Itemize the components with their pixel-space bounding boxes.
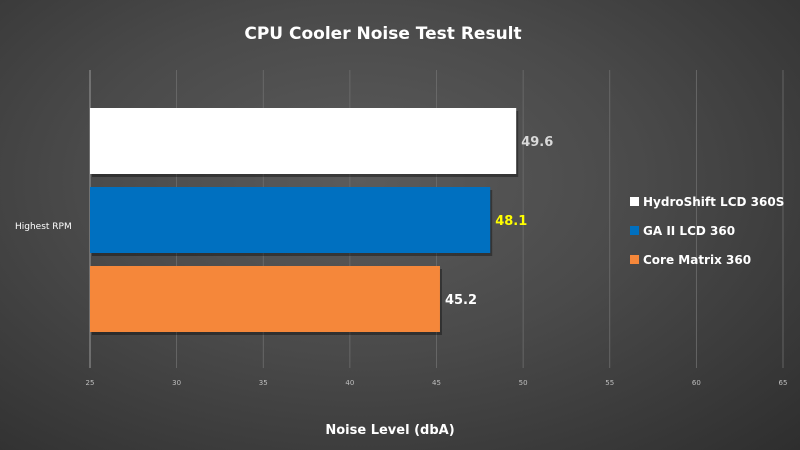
chart-title: CPU Cooler Noise Test Result (244, 24, 521, 44)
x-tick-labels: 25 30 35 40 45 50 55 60 65 (86, 379, 788, 387)
legend-swatch (630, 255, 639, 264)
x-tick-label: 60 (692, 379, 701, 387)
bars (90, 108, 519, 335)
legend: HydroShift LCD 360S GA II LCD 360 Core Mat… (630, 195, 784, 267)
x-tick-label: 50 (519, 379, 528, 387)
legend-swatch (630, 226, 639, 235)
bar (90, 187, 491, 253)
x-tick-label: 40 (345, 379, 354, 387)
x-tick-label: 55 (605, 379, 614, 387)
legend-label: GA II LCD 360 (643, 224, 735, 238)
bar (90, 266, 440, 332)
legend-label: HydroShift LCD 360S (643, 195, 784, 209)
data-label: 49.6 (521, 135, 553, 150)
data-label: 45.2 (445, 293, 477, 308)
data-labels: 49.6 48.1 45.2 (445, 135, 553, 308)
x-tick-label: 30 (172, 379, 181, 387)
legend-swatch (630, 197, 639, 206)
x-tick-label: 35 (259, 379, 268, 387)
x-tick-label: 65 (779, 379, 788, 387)
bar (90, 108, 517, 174)
data-label: 48.1 (495, 214, 527, 229)
category-label: Highest RPM (15, 222, 72, 232)
category-labels: Highest RPM (15, 222, 72, 232)
x-tick-label: 45 (432, 379, 441, 387)
legend-label: Core Matrix 360 (643, 253, 751, 267)
x-tick-label: 25 (86, 379, 95, 387)
x-axis-label: Noise Level (dbA) (325, 423, 454, 438)
